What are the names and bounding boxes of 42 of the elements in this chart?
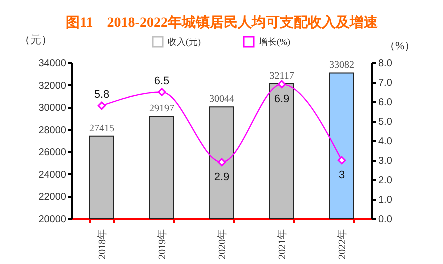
y-axis-title: （元）: [20, 34, 52, 46]
y2-tick-label: 0.0: [378, 214, 393, 226]
y2-tick-label: 3.0: [378, 156, 393, 167]
y-tick-label: 24000: [38, 170, 67, 181]
y-tick-label: 34000: [38, 58, 67, 70]
y-tick-label: 26000: [38, 148, 67, 159]
y-tick-label: 30000: [38, 103, 67, 114]
y2-tick-label: 6.0: [378, 98, 393, 108]
point: [218, 158, 226, 167]
data-label: 29197: [150, 104, 174, 115]
x-tick-label: 2020年: [216, 230, 228, 260]
legend-label: 收入(元): [168, 37, 201, 47]
x-tick-label: 2021年: [276, 230, 288, 260]
chart-title: 图11 2018-2022年城镇居民人均可支配收入及增速: [66, 15, 379, 31]
y-tick-label: 32000: [38, 80, 67, 92]
data-label: 27415: [90, 123, 114, 134]
data-label: 5.8: [94, 88, 110, 101]
data-label: 32117: [270, 70, 294, 82]
y2-tick-label: 1.0: [378, 195, 393, 206]
legend-label: 增长(%): [258, 37, 290, 47]
y2-tick-label: 4.0: [378, 136, 393, 148]
x-tick-label: 2019年: [156, 230, 168, 260]
data-label: 2.9: [214, 171, 230, 184]
y2-tick-label: 7.0: [378, 78, 393, 89]
point: [278, 80, 286, 89]
data-label: 33082: [330, 60, 354, 72]
y2-tick-label: 5.0: [378, 117, 393, 128]
point: [158, 88, 166, 96]
x-tick-label: 2018年: [96, 230, 108, 260]
y-tick-label: 22000: [38, 192, 67, 204]
point: [338, 156, 346, 165]
y-tick-label: 20000: [38, 214, 67, 226]
y2-tick-label: 2.0: [378, 176, 393, 186]
data-label: 30044: [210, 94, 234, 106]
y-tick-label: 28000: [38, 125, 67, 136]
data-label: 6.5: [154, 75, 170, 88]
y2-axis-title: （%）: [384, 40, 416, 52]
y2-tick-label: 8.0: [378, 58, 393, 70]
data-label: 6.9: [274, 93, 290, 106]
data-label: 3: [338, 170, 346, 182]
x-tick-label: 2022年: [336, 230, 348, 260]
point: [98, 102, 106, 110]
